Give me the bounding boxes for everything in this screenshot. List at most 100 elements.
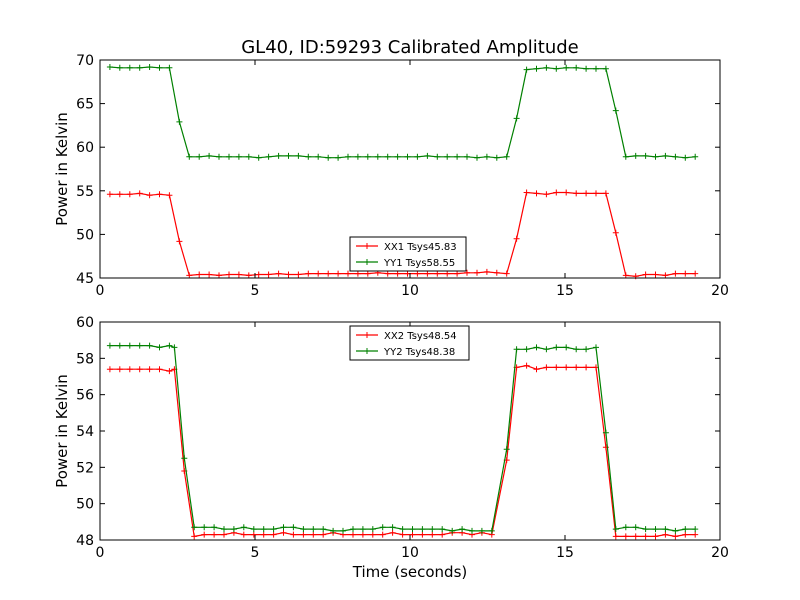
data-point (404, 153, 411, 160)
data-point (116, 366, 123, 373)
data-point (310, 526, 317, 533)
data-point (136, 190, 143, 197)
legend-box (349, 325, 470, 361)
data-point (434, 153, 441, 160)
data-point (444, 270, 451, 277)
x-tick-label: 5 (251, 545, 260, 561)
data-point (533, 344, 540, 351)
legend-label: YY2 Tsys48.38 (383, 347, 455, 358)
data-point (563, 189, 570, 196)
data-point (106, 366, 113, 373)
legend-marker (364, 332, 370, 338)
y-tick-label: 52 (76, 460, 94, 476)
data-point (394, 153, 401, 160)
data-point (419, 526, 426, 533)
data-point (280, 524, 287, 531)
x-tick-label: 15 (556, 283, 574, 299)
data-point (221, 531, 227, 538)
data-point (642, 271, 649, 278)
data-point (310, 531, 317, 538)
data-point (682, 531, 689, 538)
data-point (583, 346, 590, 353)
x-tick-label: 20 (711, 545, 729, 561)
x-tick-label: 20 (711, 283, 729, 299)
x-tick-label: 10 (401, 283, 419, 299)
data-point (345, 153, 351, 160)
data-point (444, 153, 451, 160)
data-point (260, 531, 267, 538)
data-point (166, 368, 173, 375)
data-point (245, 153, 252, 160)
data-point (454, 153, 461, 160)
data-point (320, 531, 327, 538)
data-point (642, 526, 649, 533)
data-point (523, 189, 530, 196)
data-point (126, 366, 133, 373)
y-tick-label: 50 (76, 227, 94, 243)
data-point (285, 271, 292, 278)
data-point (429, 526, 436, 533)
data-point (146, 192, 153, 199)
bottom-panel: 0 5 10 15 20 48 50 52 54 56 58 60 Power in Kelvin Tim… (53, 315, 729, 581)
data-point (126, 342, 133, 349)
data-point (384, 153, 391, 160)
data-point (235, 153, 242, 160)
data-point (513, 235, 520, 242)
data-point (350, 531, 356, 538)
top-panel: 0 5 10 15 20 45 50 55 60 65 70 Power in Kelvin XX1 T… (53, 53, 729, 299)
data-point (612, 229, 619, 236)
data-point (116, 191, 123, 198)
data-point (464, 269, 470, 276)
legend-marker (364, 243, 370, 249)
data-point (191, 533, 198, 540)
legend-label: YY1 Tsys58.55 (383, 258, 455, 269)
data-point (201, 524, 208, 531)
data-point (622, 533, 629, 540)
data-point (325, 154, 332, 161)
data-point (409, 531, 416, 538)
data-point (459, 526, 466, 533)
data-point (563, 64, 570, 71)
data-point (503, 446, 510, 453)
data-point (285, 152, 292, 159)
y-tick-label: 56 (76, 388, 94, 404)
data-point (652, 271, 659, 278)
data-point (692, 270, 699, 277)
data-point (305, 153, 312, 160)
data-point (364, 270, 371, 277)
data-point (553, 189, 560, 196)
data-point (354, 153, 361, 160)
y-tick-label: 45 (76, 271, 94, 287)
y-tick-label: 55 (76, 184, 94, 200)
data-point (250, 526, 257, 533)
data-point (662, 272, 669, 279)
data-point (513, 115, 520, 122)
data-point (424, 152, 431, 159)
data-point (652, 526, 659, 533)
x-tick-label: 5 (251, 283, 260, 299)
series-line-2 (109, 66, 696, 159)
data-point (583, 364, 590, 371)
data-point (260, 526, 267, 533)
data-point (593, 65, 599, 72)
legend-marker (364, 259, 370, 265)
data-point (672, 533, 679, 540)
data-point (612, 533, 619, 540)
data-point (553, 364, 560, 371)
data-point (156, 64, 163, 71)
data-point (563, 344, 570, 351)
data-point (265, 271, 272, 278)
data-point (434, 270, 441, 277)
data-point (146, 64, 153, 70)
data-point (136, 342, 143, 349)
data-point (369, 526, 376, 533)
y-tick-label: 70 (76, 53, 94, 69)
data-point (464, 153, 470, 160)
data-point (612, 107, 619, 114)
data-point (533, 65, 540, 72)
data-point (305, 270, 312, 277)
y-tick-label: 48 (76, 533, 94, 549)
data-point (126, 191, 133, 198)
y-tick-label: 60 (76, 315, 94, 331)
data-point (632, 152, 639, 159)
